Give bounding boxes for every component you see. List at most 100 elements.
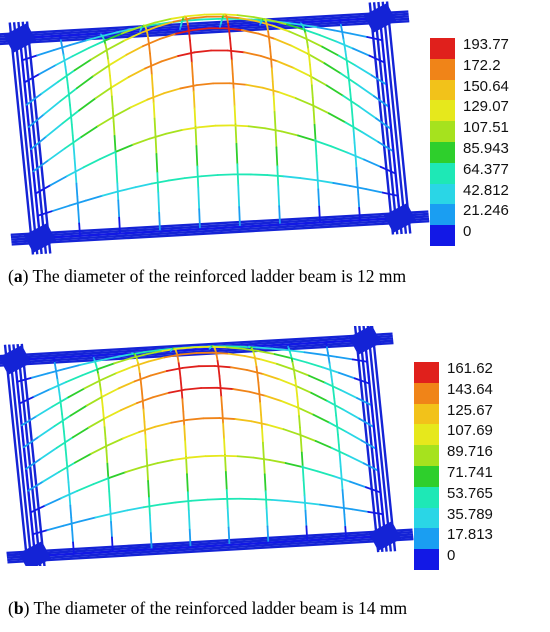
mesh-segment (102, 30, 121, 37)
mesh-segment (67, 387, 86, 399)
mesh-segment (30, 135, 48, 151)
legend-tick-label: 89.716 (447, 443, 493, 461)
mesh-segment (368, 383, 372, 394)
mesh-segment (104, 32, 123, 42)
mesh-segment (57, 384, 61, 394)
legend-tick-label: 107.51 (463, 119, 509, 137)
mesh-segment (198, 208, 201, 231)
mesh-segment (122, 431, 141, 440)
mesh-segment (169, 228, 188, 232)
mesh-segment (312, 413, 331, 424)
mesh-segment (333, 397, 337, 408)
mesh-segment (299, 177, 318, 182)
mesh-segment (220, 454, 239, 458)
mesh-segment (216, 173, 236, 176)
mesh-segment (377, 473, 381, 484)
mesh-segment (134, 182, 153, 189)
mesh-segment (63, 59, 67, 68)
mesh-segment (78, 516, 97, 523)
mesh-segment (232, 388, 251, 393)
mesh-segment (193, 545, 211, 548)
mesh-segment (73, 157, 77, 172)
mesh-segment (372, 419, 375, 430)
mesh-segment (348, 79, 351, 91)
legend-tick-label: 0 (463, 223, 472, 241)
mesh-segment (262, 373, 280, 381)
mesh-segment (305, 538, 324, 542)
mesh-segment (115, 165, 119, 185)
mesh-segment (187, 13, 206, 18)
mesh-segment (186, 473, 189, 494)
support-rail (385, 1, 412, 234)
mesh-segment (358, 417, 375, 429)
mesh-segment (28, 127, 31, 139)
mesh-segment (327, 357, 331, 366)
mesh-segment (230, 366, 248, 371)
mesh-segment (351, 218, 370, 222)
mesh-segment (152, 101, 156, 120)
mesh-segment (55, 372, 59, 381)
caption-b-letter: b (13, 598, 24, 618)
mesh-segment (188, 528, 192, 549)
support-rail (353, 326, 380, 553)
corner-support (0, 345, 32, 375)
mesh-segment (114, 150, 118, 168)
mesh-segment (234, 418, 253, 423)
mesh-segment (321, 537, 340, 541)
mesh-segment (282, 428, 301, 436)
mesh-segment (170, 418, 189, 424)
mesh-segment (315, 179, 335, 184)
mesh-segment (381, 43, 385, 55)
mesh-segment (64, 552, 83, 556)
mesh-segment (120, 231, 139, 235)
mesh-segment (370, 74, 388, 86)
mesh-segment (174, 499, 193, 504)
mesh-segment (357, 193, 361, 209)
mesh-segment (31, 529, 49, 536)
mesh-segment (72, 541, 75, 555)
mesh-segment (339, 465, 343, 480)
mesh-segment (185, 456, 188, 476)
mesh-segment (21, 54, 39, 62)
mesh-segment (299, 438, 303, 454)
mesh-segment (271, 499, 289, 503)
legend-tick-label: 125.67 (447, 401, 493, 419)
legend-swatch (430, 100, 455, 122)
mesh-segment (186, 417, 205, 421)
mesh-segment (42, 471, 60, 483)
mesh-segment (62, 421, 65, 433)
mesh-segment (60, 405, 63, 416)
mesh-segment (20, 421, 24, 432)
mesh-segment (157, 191, 161, 214)
mesh-segment (231, 72, 235, 91)
mesh-segment (277, 185, 281, 208)
mesh-segment (352, 130, 356, 144)
mesh-segment (375, 117, 393, 131)
deformation-mesh-a (0, 1, 430, 255)
mesh-segment (133, 374, 152, 383)
mesh-segment (299, 426, 302, 441)
mesh-segment (231, 124, 250, 128)
mesh-segment (38, 64, 57, 75)
mesh-segment (179, 377, 183, 389)
mesh-segment (309, 75, 328, 87)
mesh-segment (103, 232, 122, 236)
legend-tick-label: 17.813 (447, 526, 493, 544)
mesh-segment (349, 88, 352, 100)
mesh-segment (69, 39, 88, 46)
mesh-segment (192, 90, 196, 110)
mesh-segment (216, 360, 220, 369)
mesh-segment (142, 408, 146, 423)
mesh-segment (111, 536, 114, 553)
mesh-segment (256, 373, 260, 384)
legend-tick-label: 193.77 (463, 36, 509, 53)
mesh-segment (365, 356, 369, 368)
mesh-segment (245, 83, 264, 89)
legend-tick-label: 107.69 (447, 422, 493, 440)
deformation-mesh-b (0, 326, 414, 566)
mesh-segment (253, 344, 272, 348)
mesh-segment (103, 409, 122, 420)
mesh-segment (278, 91, 297, 100)
mesh-segment (393, 162, 397, 174)
mesh-segment (227, 526, 231, 546)
